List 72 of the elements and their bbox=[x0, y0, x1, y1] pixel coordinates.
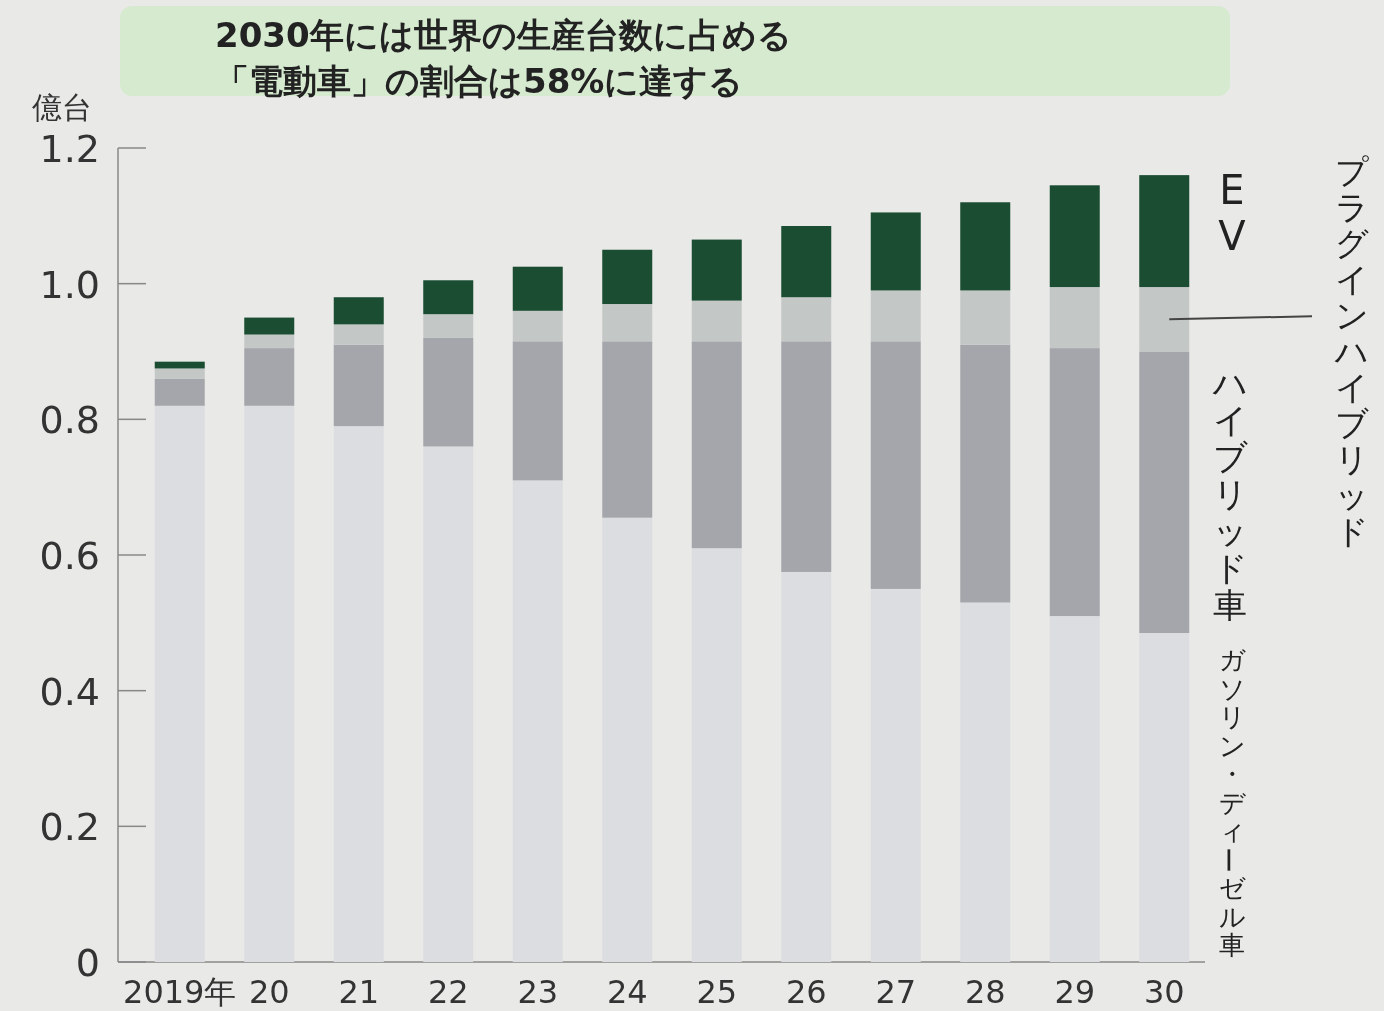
bar bbox=[960, 344, 1011, 603]
y-tick-label: 1.0 bbox=[39, 262, 100, 307]
x-tick-label: 27 bbox=[875, 973, 917, 1011]
bar bbox=[423, 314, 474, 338]
x-tick-label: 20 bbox=[248, 973, 290, 1011]
bar bbox=[960, 602, 1011, 962]
bar bbox=[244, 348, 295, 406]
bar bbox=[691, 239, 742, 301]
bar bbox=[333, 297, 384, 325]
y-tick-label: 0.8 bbox=[39, 398, 100, 443]
y-tick-label: 0.4 bbox=[39, 669, 100, 714]
bar bbox=[1049, 185, 1100, 288]
bar bbox=[512, 310, 563, 342]
y-tick-label: 0 bbox=[75, 941, 100, 985]
bar bbox=[1139, 351, 1190, 634]
bar bbox=[781, 297, 832, 342]
bar bbox=[960, 202, 1011, 291]
y-tick-label: 1.2 bbox=[39, 127, 100, 171]
text: ガソリン・ディーゼル車 bbox=[1213, 645, 1246, 961]
bar bbox=[333, 324, 384, 345]
x-tick-label: 28 bbox=[964, 973, 1006, 1011]
bar bbox=[244, 317, 295, 335]
x-tick-label: 22 bbox=[427, 973, 469, 1011]
x-tick-label: 2019年 bbox=[123, 973, 237, 1011]
bar bbox=[602, 249, 653, 305]
bar bbox=[781, 341, 832, 572]
x-tick-label: 23 bbox=[517, 973, 559, 1011]
bar bbox=[602, 341, 653, 518]
bar bbox=[512, 480, 563, 962]
bar bbox=[423, 446, 474, 962]
bar bbox=[423, 280, 474, 315]
bar bbox=[602, 304, 653, 342]
bar bbox=[691, 300, 742, 342]
bar bbox=[960, 290, 1011, 345]
bar bbox=[154, 405, 205, 962]
bar bbox=[512, 341, 563, 481]
bar bbox=[1139, 633, 1190, 962]
bar bbox=[1049, 287, 1100, 349]
bar bbox=[423, 337, 474, 447]
text: プラグインハイブリッド bbox=[1335, 151, 1369, 551]
bar bbox=[244, 334, 295, 349]
series-label: EV bbox=[1218, 167, 1247, 260]
bar bbox=[781, 571, 832, 962]
bar bbox=[1049, 348, 1100, 617]
x-tick-label: 24 bbox=[606, 973, 648, 1011]
y-axis-title: 億台 bbox=[32, 90, 92, 125]
bar bbox=[512, 266, 563, 311]
bar bbox=[870, 341, 921, 589]
bar bbox=[870, 290, 921, 342]
bar bbox=[870, 212, 921, 291]
bar bbox=[154, 378, 205, 406]
bar bbox=[1139, 175, 1190, 288]
bar bbox=[781, 226, 832, 298]
x-tick-label: 30 bbox=[1143, 973, 1185, 1011]
series-label: ハイブリッド車 bbox=[1211, 362, 1248, 625]
bar bbox=[1139, 287, 1190, 352]
bar bbox=[333, 426, 384, 962]
y-tick-label: 0.2 bbox=[39, 805, 100, 850]
bar bbox=[602, 517, 653, 962]
bar bbox=[691, 341, 742, 549]
bar bbox=[870, 588, 921, 962]
bar bbox=[333, 344, 384, 427]
x-tick-label: 29 bbox=[1054, 973, 1096, 1011]
x-tick-label: 26 bbox=[785, 973, 827, 1011]
y-tick-label: 0.6 bbox=[39, 534, 100, 578]
bar bbox=[691, 548, 742, 962]
bar bbox=[1049, 616, 1100, 962]
x-tick-label: 21 bbox=[338, 973, 380, 1011]
chart-title: 2030年には世界の生産台数に占める「電動車」の割合は58%に達する bbox=[215, 14, 793, 103]
bar bbox=[244, 405, 295, 962]
bar bbox=[154, 368, 205, 379]
x-tick-label: 25 bbox=[696, 973, 738, 1011]
